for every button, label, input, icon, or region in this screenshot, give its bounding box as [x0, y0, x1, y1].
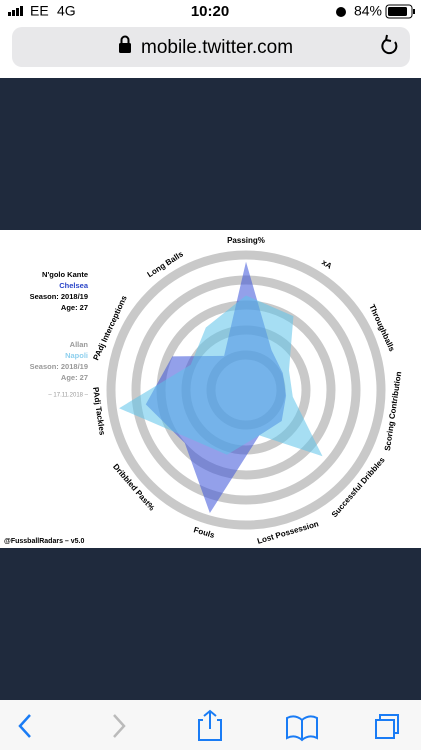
reload-icon[interactable]	[381, 34, 398, 55]
url-bar[interactable]	[12, 27, 410, 67]
ring	[106, 250, 386, 530]
axis-label: Passing%	[227, 236, 265, 245]
season: Season: 2018/19	[30, 292, 88, 301]
axis-label: Fouls	[193, 525, 217, 540]
carrier: EE	[30, 3, 49, 19]
player-name: N'golo Kante	[42, 270, 88, 279]
battery-text: 84%	[354, 3, 382, 19]
alarm-icon	[336, 7, 346, 17]
url[interactable]: mobile.twitter.com	[141, 37, 293, 58]
age: Age: 27	[61, 303, 88, 312]
team-name: Chelsea	[59, 281, 89, 290]
axis-label: xA	[320, 258, 334, 271]
series-area	[119, 295, 323, 457]
age: Age: 27	[61, 373, 88, 382]
dark-band	[0, 78, 421, 230]
time: 10:20	[191, 3, 229, 20]
footer: @FussballRadars – v5.0	[4, 538, 84, 545]
axis-label: Scoring Contribution	[383, 371, 403, 452]
signal	[8, 6, 23, 16]
lock-icon	[119, 35, 131, 53]
battery-icon	[385, 4, 415, 19]
tabs-button[interactable]	[375, 714, 399, 739]
date: – 17.11.2018 –	[48, 393, 88, 399]
back-button[interactable]	[18, 714, 31, 738]
share-button[interactable]	[198, 709, 222, 741]
team-name: Napoli	[65, 351, 88, 360]
network: 4G	[57, 3, 76, 19]
axis-label: PAdj Tackles	[91, 386, 107, 436]
player-name: Allan	[70, 340, 89, 349]
forward-button[interactable]	[113, 714, 126, 738]
dark-band	[0, 548, 421, 700]
season: Season: 2018/19	[30, 362, 88, 371]
bookmarks-button[interactable]	[286, 715, 318, 742]
